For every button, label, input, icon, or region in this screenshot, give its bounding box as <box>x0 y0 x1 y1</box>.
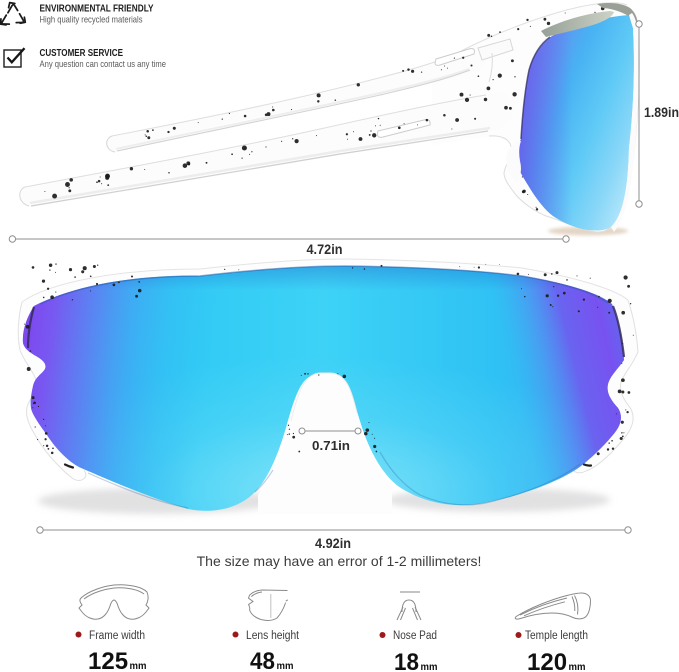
svg-text:Temple length: Temple length <box>525 630 588 642</box>
svg-text:mm: mm <box>130 660 147 672</box>
svg-text:mm: mm <box>421 661 438 672</box>
svg-text:18: 18 <box>394 649 419 672</box>
svg-text:Frame width: Frame width <box>89 630 145 642</box>
svg-text:120: 120 <box>527 649 567 672</box>
svg-text:High quality recycled material: High quality recycled materials <box>40 15 143 26</box>
svg-text:mm: mm <box>277 660 294 672</box>
svg-text:48: 48 <box>250 648 275 672</box>
svg-text:Nose Pad: Nose Pad <box>393 630 437 642</box>
svg-text:4.72in: 4.72in <box>307 242 343 257</box>
svg-text:1.89in: 1.89in <box>644 105 679 120</box>
svg-text:125: 125 <box>88 648 128 672</box>
svg-text:ENVIRONMENTAL FRIENDLY: ENVIRONMENTAL FRIENDLY <box>40 4 154 15</box>
svg-text:Any question can contact us an: Any question can contact us any time <box>40 59 167 70</box>
svg-text:mm: mm <box>569 661 586 672</box>
svg-text:The size may have an error of: The size may have an error of 1-2 millim… <box>197 553 482 569</box>
svg-text:Lens height: Lens height <box>246 630 300 642</box>
svg-text:4.92in: 4.92in <box>315 536 351 551</box>
svg-text:CUSTOMER SERVICE: CUSTOMER SERVICE <box>40 48 124 59</box>
svg-text:0.71in: 0.71in <box>312 438 350 453</box>
